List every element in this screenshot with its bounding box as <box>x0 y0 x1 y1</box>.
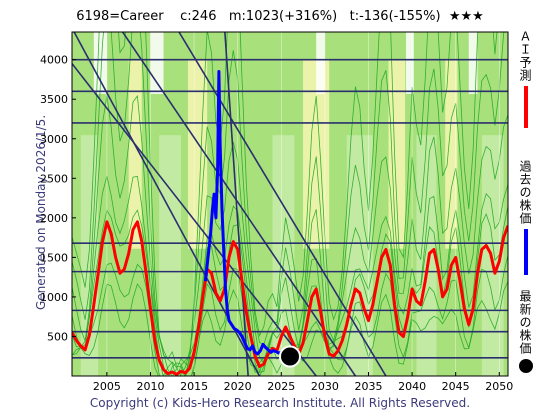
legend-ai-forecast: ＡＩ予測 <box>517 30 534 128</box>
y-tick-label-5: 3000 <box>40 133 68 146</box>
ai-forecast-line <box>72 220 508 376</box>
x-tick-label-7: 2040 <box>398 380 426 393</box>
x-tick-label-2: 2015 <box>180 380 208 393</box>
band-light-1 <box>159 135 181 376</box>
legend-past-price: 過去の株価 <box>517 160 534 275</box>
green-line-0 <box>72 32 498 376</box>
legend-ai-swatch <box>523 86 528 128</box>
x-axis-ticks: 2005 2010 2015 2020 2025 2030 2035 2040 2045 2050 <box>93 372 513 393</box>
trend-line-3 <box>178 32 387 376</box>
y-axis-ticks: 500 1000 1500 2000 2500 3000 3500 4000 <box>40 54 76 343</box>
trend-line-2 <box>121 32 357 376</box>
plot-frame <box>71 31 509 377</box>
data-series <box>72 70 508 376</box>
y-tick-label-3: 2000 <box>40 212 68 225</box>
band-light-4 <box>416 135 437 376</box>
x-tick-label-3: 2020 <box>224 380 252 393</box>
x-tick-label-8: 2045 <box>442 380 470 393</box>
latest-price-marker-group <box>279 345 301 368</box>
probability-bands <box>72 32 508 376</box>
legend-latest-dot <box>518 359 533 373</box>
green-line-2 <box>72 94 508 376</box>
legend-latest-label: 最新の株価 <box>518 290 532 355</box>
y-tick-label-1: 1000 <box>40 291 68 304</box>
x-tick-label-1: 2010 <box>136 380 164 393</box>
y-tick-label-0: 500 <box>47 330 68 343</box>
legend-latest-price: 最新の株価 <box>517 290 534 373</box>
grid-lines <box>106 32 500 376</box>
band-white-3 <box>405 32 414 94</box>
band-light-0 <box>80 135 99 376</box>
x-tick-label-6: 2035 <box>354 380 382 393</box>
x-tick-label-0: 2005 <box>93 380 121 393</box>
trend-line-4 <box>224 32 249 376</box>
legend-past-swatch <box>523 229 528 275</box>
chart-title: 6198=Career c:246 m:1023(+316%) t:-136(-… <box>76 9 484 24</box>
band-yellow-1 <box>187 59 208 249</box>
y-tick-label-6: 3500 <box>40 93 68 106</box>
x-tick-label-4: 2025 <box>267 380 295 393</box>
latest-price-marker <box>279 345 301 368</box>
band-white-1 <box>150 32 164 94</box>
band-white-2 <box>316 32 325 94</box>
y-tick-label-4: 2500 <box>40 172 68 185</box>
band-white-4 <box>468 32 478 94</box>
copyright-notice: Copyright (c) Kids-Hero Research Institu… <box>89 396 471 410</box>
legend-ai-label: ＡＩ予測 <box>518 30 532 82</box>
green-line-1 <box>72 32 505 376</box>
legend-past-label: 過去の株価 <box>518 160 532 225</box>
y-tick-label-2: 1500 <box>40 251 68 264</box>
band-light-3 <box>346 135 373 376</box>
x-tick-label-5: 2030 <box>311 380 339 393</box>
x-tick-label-9: 2050 <box>485 380 513 393</box>
y-tick-label-7: 4000 <box>40 54 68 67</box>
band-yellow-3 <box>388 59 406 249</box>
trend-line-1 <box>72 63 317 376</box>
past-price-line <box>203 70 291 358</box>
